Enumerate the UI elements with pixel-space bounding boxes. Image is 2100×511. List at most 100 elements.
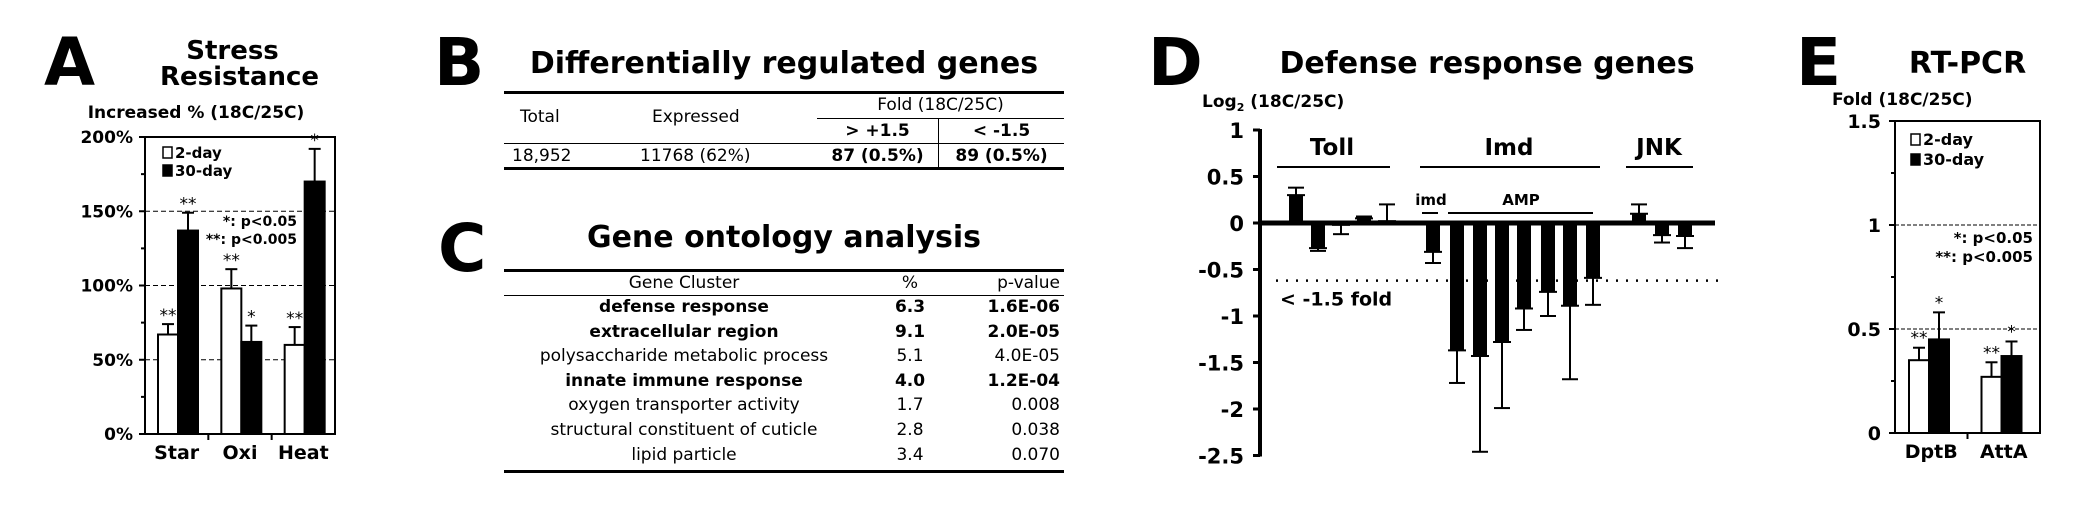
bar [1311,223,1325,249]
table-c-top-rule [504,269,1064,272]
bar [1450,223,1464,351]
y-tick-label: 0.5 [1847,319,1881,341]
bar [1426,223,1440,252]
y-tick-label: 0% [104,425,133,445]
y-tick-label: 150% [80,202,133,222]
table-c-cell-percent: 3.4 [896,444,924,465]
bar [1517,223,1531,309]
table-c-cell-percent: 5.1 [896,346,924,367]
y-tick-label: 0 [1229,212,1244,236]
x-tick-label: Heat [278,442,329,464]
significance-label: ** [180,195,197,215]
table-c-cell-cluster: innate immune response [565,370,803,391]
legend-label: 30-day [1923,150,1985,169]
table-b-cell-down: 89 (0.5%) [955,146,1048,166]
group-label: Toll [1310,135,1354,161]
y-tick-label: 1 [1229,119,1244,143]
table-c-cell-percent: 4.0 [894,370,926,391]
bar [1289,195,1303,223]
table-c-cell-percent: 6.3 [894,297,926,317]
y-axis-label: Log2 (18C/25C) [1202,92,1344,114]
panel-c-title: Gene ontology analysis [586,220,982,255]
y-axis-label: Increased % (18C/25C) [88,103,305,123]
significance-label: ** [223,251,240,271]
significance-label: ** [1983,343,2000,363]
table-c-cell-pvalue: 0.070 [1011,444,1060,465]
x-tick-label: Oxi [223,442,258,464]
table-b-header-up: > +1.5 [845,121,910,141]
annotation: **: p<0.005 [206,232,297,248]
table-b-fold-rule [817,118,1064,119]
bar [1541,223,1555,292]
y-tick-label: 0 [1868,423,1881,445]
group-label: Imd [1485,135,1534,161]
panel-d-title: Defense response genes [1279,46,1695,81]
bar-30-day [1928,338,1950,434]
table-c-cell-cluster: structural constituent of cuticle [550,420,818,440]
panel-a-title-line1: Stress [186,36,279,66]
subgroup-label: AMP [1502,191,1540,209]
panel-a-title: Stress Resistance [160,36,320,92]
bar [1678,223,1692,237]
y-tick-label: 200% [80,128,133,148]
table-b-cell-up: 87 (0.5%) [831,146,924,166]
bar [1563,223,1577,306]
table-c-bottom-rule [504,470,1064,473]
table-c-cell-cluster: polysaccharide metabolic process [539,346,829,367]
legend-label: 2-day [1923,130,1974,149]
panel-a-letter: A [44,24,95,101]
table-c-header-rule [504,295,1064,296]
table-c-header-pvalue: p-value [997,273,1060,293]
significance-label: * [310,131,319,151]
table-c-cell-pvalue: 4.0E-05 [994,346,1060,367]
bar-30-day [303,180,326,435]
panel-c-letter: C [438,210,486,287]
x-tick-label: AttA [1980,441,2028,463]
y-tick-label: 1.5 [1847,111,1881,133]
table-c-cell-percent: 9.1 [894,321,926,342]
annotation: *: p<0.05 [223,214,297,230]
table-c-header-percent: % [901,273,919,293]
table-c-cell-percent: 2.8 [896,420,924,440]
y-tick-label: 50% [92,351,133,371]
y-tick-label: 1 [1868,215,1881,237]
bar [1655,223,1669,236]
y-tick-label: 0.5 [1207,166,1244,190]
table-b-header-rule [504,143,1064,144]
significance-label: * [2007,322,2016,342]
subgroup-label: imd [1415,191,1447,209]
bar-2-day [1908,359,1930,435]
bar [1632,213,1646,223]
legend-swatch [1910,153,1921,166]
table-c-cell-pvalue: 0.008 [1011,395,1060,416]
table-b-header-expressed: Expressed [652,107,740,127]
bar-2-day [1980,375,2003,434]
table-c-header-cluster: Gene Cluster [628,273,740,293]
panel-b-letter: B [434,24,484,101]
table-b-header-down: < -1.5 [972,121,1031,141]
significance-label: * [1935,293,1944,313]
bar [1586,223,1600,278]
table-c-cell-cluster: defense response [599,297,769,317]
y-tick-label: 100% [80,277,133,297]
table-b-bottom-rule [504,167,1064,170]
group-label: JNK [1634,135,1683,161]
y-tick-label: -1.5 [1198,352,1244,376]
table-b-top-rule [504,91,1064,94]
bar-30-day [177,229,199,435]
table-b-cell-total: 18,952 [512,146,572,166]
table-c-cell-pvalue: 1.2E-04 [987,370,1060,391]
annotation: **: p<0.005 [1935,248,2033,266]
bar-30-day [240,340,263,435]
table-c-cell-pvalue: 2.0E-05 [987,321,1060,342]
legend-swatch [162,164,173,177]
bar [1495,223,1509,343]
panel-a-title-line2: Resistance [160,62,320,92]
table-c-cell-cluster: lipid particle [631,444,737,465]
panel-d-letter: D [1148,24,1203,101]
table-c-cell-cluster: oxygen transporter activity [568,395,800,416]
legend-swatch [1910,133,1921,146]
y-tick-label: -0.5 [1198,259,1244,283]
